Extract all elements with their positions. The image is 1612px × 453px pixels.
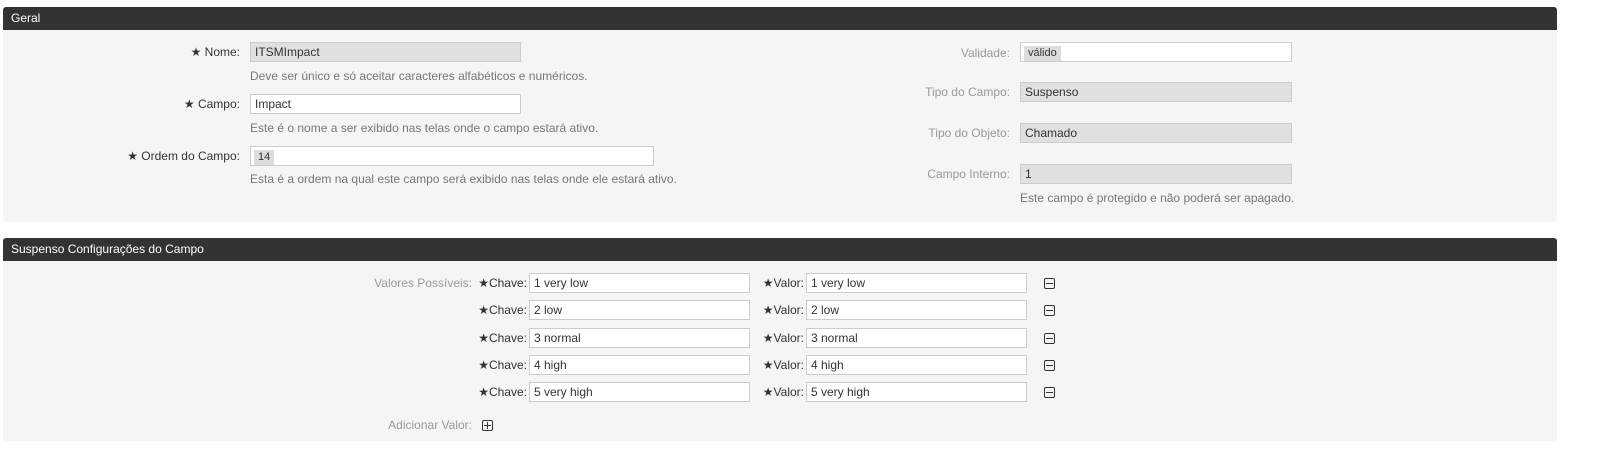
order-label: ★ Ordem do Campo: [127,149,240,163]
key-label: ★Chave: [478,303,527,318]
field-help: Este é o nome a ser exibido nas telas on… [250,121,599,135]
general-section [3,30,1557,222]
key-input[interactable]: 1 very low [529,273,750,293]
name-label: ★ Nome: [190,45,240,59]
field-label: ★ Campo: [183,97,240,111]
field-type-input: Suspenso [1020,82,1292,102]
remove-value-minus-icon[interactable] [1044,332,1055,344]
name-input[interactable]: ITSMImpact [250,42,521,62]
order-select[interactable]: 14 [250,146,654,166]
value-input[interactable]: 4 high [806,354,1027,375]
key-label: ★Chave: [478,276,527,290]
settings-section [3,261,1557,441]
order-help: Esta é a ordem na qual este campo será e… [250,172,677,186]
remove-value-minus-icon[interactable] [1044,359,1055,371]
settings-section-header: Suspenso Configurações do Campo [3,238,1557,261]
validity-label: Validade: [960,46,1010,60]
value-input[interactable]: 5 very high [806,382,1027,403]
validity-select[interactable]: válido [1020,42,1292,62]
value-input[interactable]: 1 very low [806,273,1027,293]
remove-value-minus-icon[interactable] [1044,278,1055,289]
internal-field-help: Este campo é protegido e não poderá ser … [1020,191,1295,205]
key-input[interactable]: 4 high [529,354,750,375]
value-input[interactable]: 3 normal [806,327,1027,348]
object-type-label: Tipo do Objeto: [928,126,1010,140]
value-label: ★Valor: [762,330,804,345]
key-input[interactable]: 2 low [529,300,750,321]
field-input[interactable]: Impact [250,94,521,114]
possible-values-label: Valores Possíveis: [374,276,472,290]
key-input[interactable]: 5 very high [529,382,750,403]
internal-field-input: 1 [1020,164,1292,184]
key-label: ★Chave: [478,385,527,400]
value-label: ★Valor: [762,357,804,372]
remove-value-minus-icon[interactable] [1044,305,1055,317]
value-label: ★Valor: [762,303,804,318]
name-help: Deve ser único e só aceitar caracteres a… [250,69,588,83]
internal-field-label: Campo Interno: [927,167,1010,181]
add-value-label: Adicionar Valor: [388,418,472,432]
value-label: ★Valor: [762,385,804,400]
general-section-header: Geral [3,7,1557,30]
key-input[interactable]: 3 normal [529,327,750,348]
add-value-plus-icon[interactable] [482,420,493,431]
value-label: ★Valor: [762,276,804,290]
value-input[interactable]: 2 low [806,300,1027,321]
remove-value-minus-icon[interactable] [1044,387,1055,399]
key-label: ★Chave: [478,357,527,372]
key-label: ★Chave: [478,330,527,345]
object-type-input: Chamado [1020,123,1292,143]
field-type-label: Tipo do Campo: [925,85,1010,99]
